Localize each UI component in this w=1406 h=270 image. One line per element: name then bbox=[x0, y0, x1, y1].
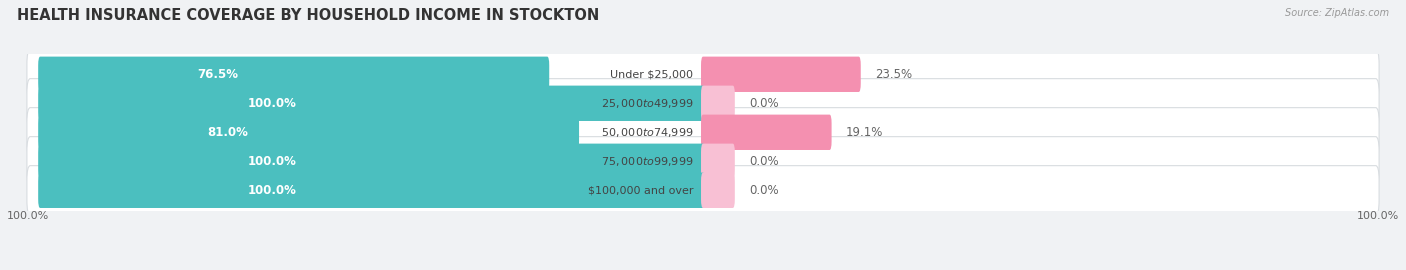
Text: $75,000 to $99,999: $75,000 to $99,999 bbox=[600, 155, 693, 168]
FancyBboxPatch shape bbox=[27, 50, 1379, 99]
Text: 0.0%: 0.0% bbox=[749, 97, 779, 110]
FancyBboxPatch shape bbox=[702, 173, 735, 208]
Text: 100.0%: 100.0% bbox=[1357, 211, 1399, 221]
Text: 100.0%: 100.0% bbox=[7, 211, 49, 221]
FancyBboxPatch shape bbox=[27, 79, 1379, 128]
Text: 100.0%: 100.0% bbox=[247, 155, 297, 168]
FancyBboxPatch shape bbox=[702, 144, 735, 179]
FancyBboxPatch shape bbox=[27, 137, 1379, 186]
Text: $25,000 to $49,999: $25,000 to $49,999 bbox=[600, 97, 693, 110]
Text: 100.0%: 100.0% bbox=[247, 184, 297, 197]
Text: 76.5%: 76.5% bbox=[197, 68, 238, 81]
Text: 100.0%: 100.0% bbox=[247, 97, 297, 110]
Text: 23.5%: 23.5% bbox=[876, 68, 912, 81]
Text: 81.0%: 81.0% bbox=[208, 126, 249, 139]
FancyBboxPatch shape bbox=[27, 166, 1379, 215]
FancyBboxPatch shape bbox=[38, 114, 579, 150]
FancyBboxPatch shape bbox=[38, 144, 704, 179]
Text: Under $25,000: Under $25,000 bbox=[610, 69, 693, 79]
FancyBboxPatch shape bbox=[38, 86, 704, 121]
Text: 0.0%: 0.0% bbox=[749, 155, 779, 168]
Text: Source: ZipAtlas.com: Source: ZipAtlas.com bbox=[1285, 8, 1389, 18]
FancyBboxPatch shape bbox=[27, 108, 1379, 157]
Text: $50,000 to $74,999: $50,000 to $74,999 bbox=[600, 126, 693, 139]
Text: 19.1%: 19.1% bbox=[846, 126, 883, 139]
FancyBboxPatch shape bbox=[702, 86, 735, 121]
Text: 0.0%: 0.0% bbox=[749, 184, 779, 197]
Text: $100,000 and over: $100,000 and over bbox=[588, 185, 693, 195]
FancyBboxPatch shape bbox=[38, 173, 704, 208]
FancyBboxPatch shape bbox=[38, 57, 550, 92]
Text: HEALTH INSURANCE COVERAGE BY HOUSEHOLD INCOME IN STOCKTON: HEALTH INSURANCE COVERAGE BY HOUSEHOLD I… bbox=[17, 8, 599, 23]
FancyBboxPatch shape bbox=[702, 114, 831, 150]
FancyBboxPatch shape bbox=[702, 57, 860, 92]
